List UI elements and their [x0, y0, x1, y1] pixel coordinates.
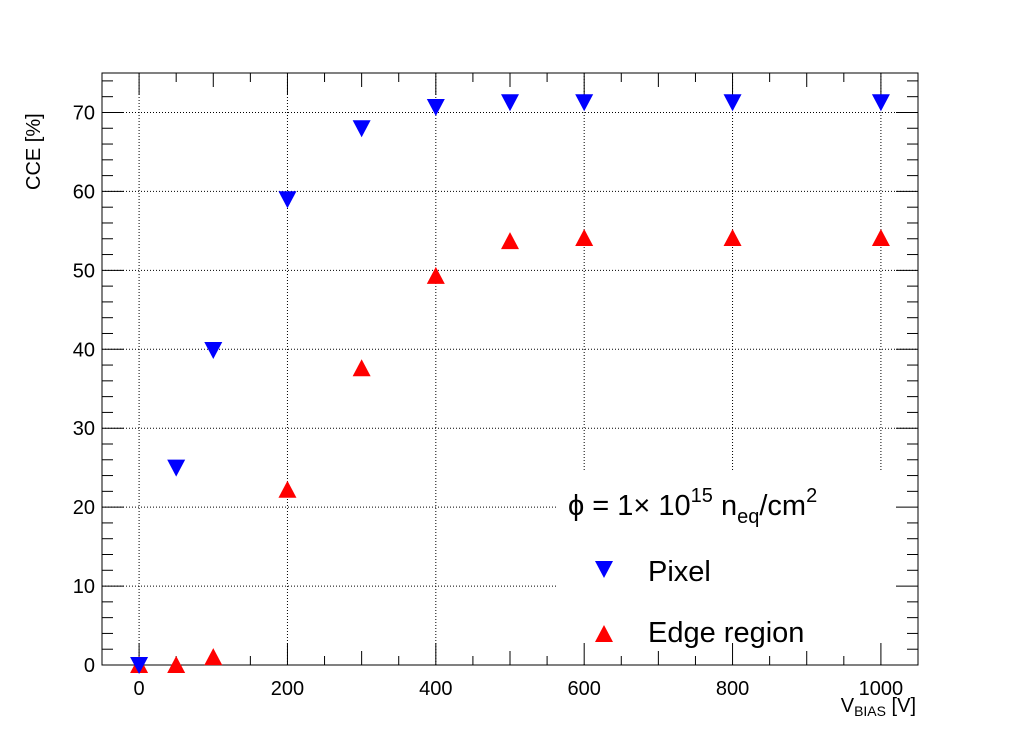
- pixel-point: [204, 342, 223, 360]
- legend: ϕ = 1× 1015 neq/cm2 Pixel Edge region: [568, 485, 817, 649]
- edge-region-point: [871, 228, 890, 246]
- edge-region-point: [204, 648, 223, 666]
- x-tick-label: 0: [134, 678, 145, 700]
- y-tick-label: 60: [73, 181, 95, 203]
- grid: [102, 73, 918, 666]
- x-tick-label: 400: [419, 678, 452, 700]
- edge-region-point: [426, 266, 445, 284]
- x-tick-label: 200: [271, 678, 304, 700]
- y-tick-label: 30: [73, 418, 95, 440]
- pixel-point: [130, 657, 149, 674]
- y-tick-label: 0: [84, 655, 95, 677]
- edge-region-point: [501, 232, 519, 250]
- legend-marker-pixel: [595, 561, 613, 578]
- pixel-point: [167, 459, 186, 477]
- pixel-point: [501, 94, 519, 112]
- pixel-point: [426, 98, 445, 116]
- x-tick-label: 800: [716, 678, 749, 700]
- y-tick-label: 40: [73, 339, 95, 361]
- edge-region-point: [352, 359, 371, 377]
- edge-region-point: [278, 480, 297, 498]
- legend-marker-edge: [595, 625, 613, 642]
- pixel-point: [352, 120, 371, 138]
- x-tick-label: 1000: [859, 678, 904, 700]
- legend-label-pixel: Pixel: [648, 556, 711, 588]
- legend-label-edge: Edge region: [648, 617, 804, 649]
- pixel-point: [871, 94, 890, 112]
- pixel-point: [278, 191, 297, 209]
- y-tick-label: 70: [73, 102, 95, 124]
- tick-labels: 0 200 400 600 800 1000 0 10 20 30 40 50 60 70: [73, 102, 903, 700]
- x-axis-label: VBIAS [V]: [841, 695, 916, 719]
- pixel-point: [575, 94, 594, 112]
- x-tick-label: 600: [567, 678, 600, 700]
- y-tick-label: 20: [73, 497, 95, 519]
- data-markers: [130, 94, 890, 674]
- y-axis-label: CCE [%]: [23, 113, 45, 190]
- legend-background: [558, 470, 917, 664]
- pixel-point: [723, 94, 742, 112]
- edge-region-point: [575, 228, 594, 246]
- edge-region-point: [723, 228, 742, 246]
- axis-ticks: [101, 73, 919, 666]
- y-tick-label: 10: [73, 576, 95, 598]
- legend-header: ϕ = 1× 1015 neq/cm2: [568, 485, 817, 528]
- edge-region-point: [167, 656, 186, 673]
- y-tick-label: 50: [73, 260, 95, 282]
